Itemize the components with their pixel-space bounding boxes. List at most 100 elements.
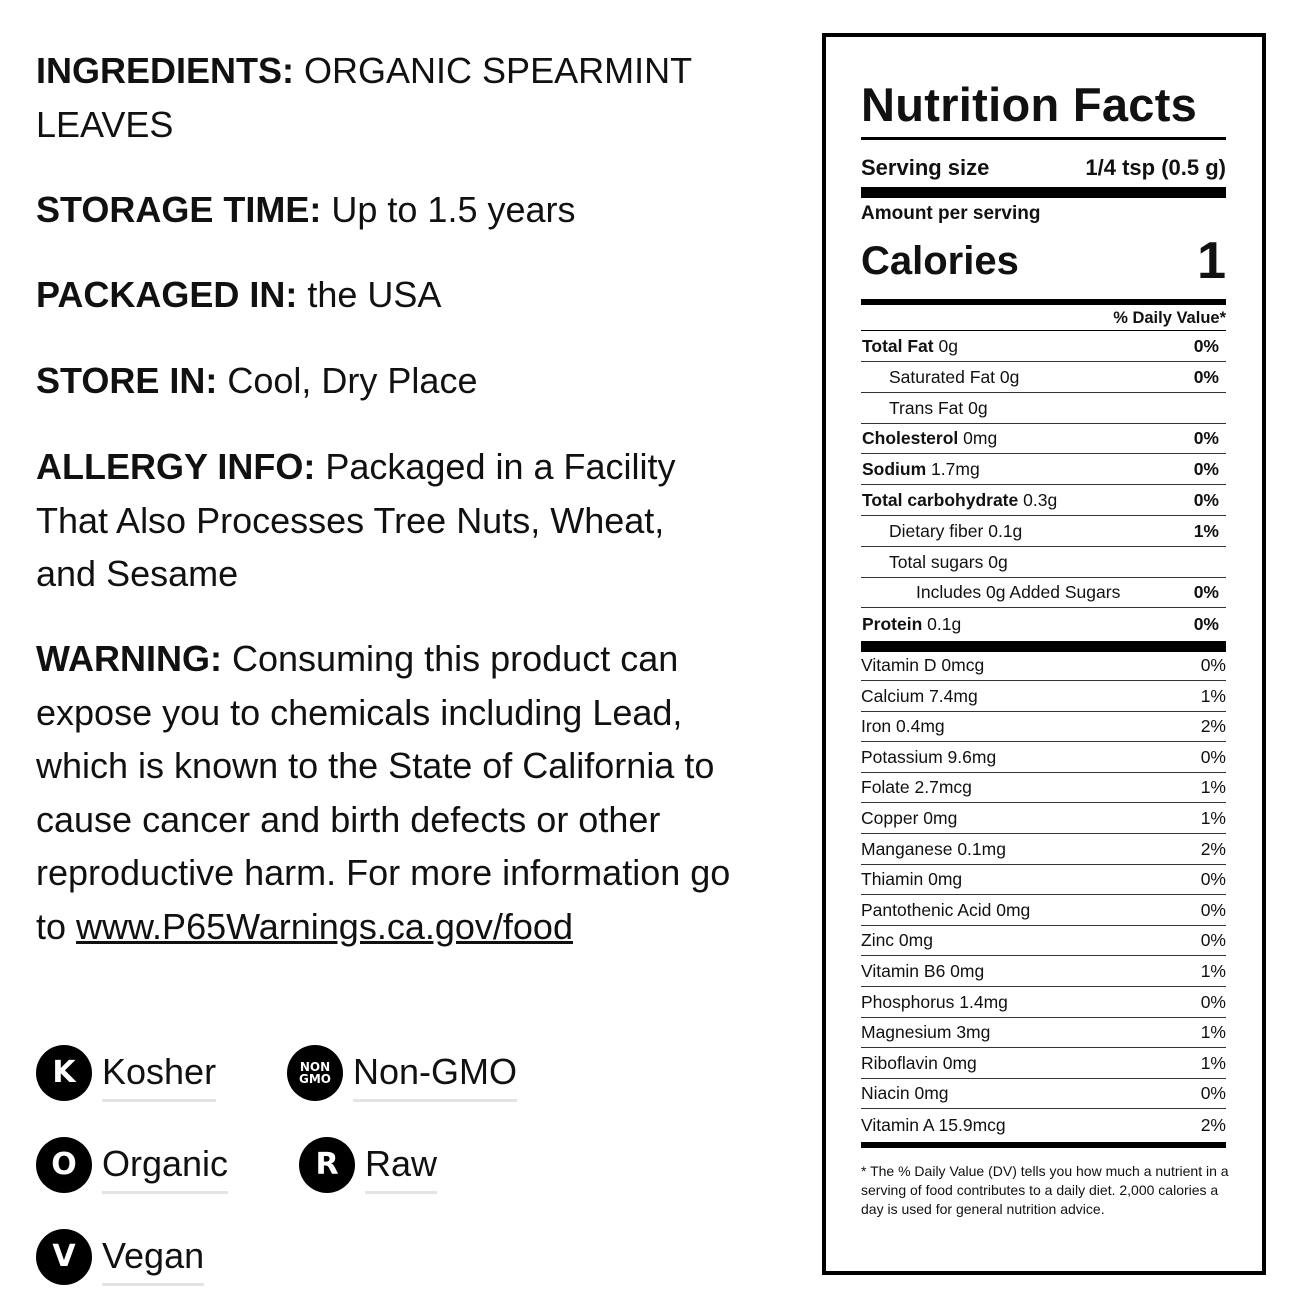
vitamin-row: Folate 2.7mcg 1% [861,773,1226,804]
badge-kosher: K Kosher [36,1043,217,1102]
non-gmo-icon: NON GMO [287,1044,343,1101]
nutrient-dv: 0% [1193,459,1219,480]
nutrient-dv: 1% [1193,520,1219,541]
ingredients: INGREDIENTS: ORGANIC SPEARMINT LEAVES [36,50,692,145]
nutrient-row: Trans Fat 0g [861,394,1226,424]
nutrient-name: Trans Fat [889,397,964,418]
nutrient-name: Total carbohydrate [862,490,1019,510]
vitamin-row: Magnesium 3mg 1% [861,1018,1226,1049]
vitamin-dv: 2% [1200,838,1226,859]
vitamin-name: Phosphorus 1.4mg [861,991,1008,1012]
vitamin-dv: 1% [1200,685,1226,706]
store-in: STORE IN: Cool, Dry Place [36,360,478,401]
nutrient-dv: 0% [1193,613,1219,634]
vitamin-dv: 2% [1200,716,1226,737]
vitamin-dv: 1% [1200,961,1226,981]
nutrient-dv: 0% [1193,428,1219,449]
nutrient-name: Protein [862,613,923,634]
allergy-info: ALLERGY INFO: Packaged in a Facility Tha… [36,446,676,594]
vitamin-dv: 1% [1200,1022,1226,1043]
footnote: * The % Daily Value (DV) tells you how m… [861,1163,1229,1217]
vitamin-name: Riboflavin 0mg [861,1052,977,1073]
nutrient-name: Sodium [862,459,927,480]
vegan-icon: V [36,1228,92,1285]
vitamin-row: Zinc 0mg 0% [861,926,1226,957]
nutrient-row: Protein 0.1g 0% [861,609,1226,639]
divider [861,330,1226,331]
nutrient-row: Includes 0g Added Sugars 0% [861,578,1226,609]
badge-label: Non-GMO [353,1051,518,1102]
nutrient-amount: 0g [988,551,1008,572]
vitamin-name: Vitamin A 15.9mcg [861,1114,1006,1135]
nutrient-dv: 0% [1193,490,1219,510]
amount-per-serving: Amount per serving [861,203,1041,224]
nutrient-amount: 1.7mg [931,459,980,480]
nutrient-row: Saturated Fat 0g 0% [861,363,1226,393]
nutrient-row: Total sugars 0g [861,548,1226,578]
vitamin-row: Niacin 0mg 0% [861,1079,1226,1110]
nutrient-amount: 0g [968,397,988,418]
vitamin-row: Potassium 9.6mg 0% [861,743,1226,773]
p65-link[interactable]: www.P65Warnings.ca.gov/food [76,905,573,947]
nutrition-facts-label: Nutrition Facts Serving size 1/4 tsp (0.5… [822,33,1266,1275]
nutrient-name: Total sugars [889,551,984,572]
vitamin-name: Niacin 0mg [861,1083,949,1104]
badge-label: Vegan [102,1235,205,1286]
vitamin-row: Copper 0mg 1% [861,804,1226,834]
vitamin-dv: 1% [1200,777,1226,798]
vitamin-dv: 1% [1200,808,1226,828]
vitamin-row: Calcium 7.4mg 1% [861,682,1226,712]
nutrient-dv: 0% [1193,366,1219,387]
vitamin-dv: 0% [1200,991,1226,1012]
vitamin-row: Riboflavin 0mg 1% [861,1049,1226,1079]
divider [861,137,1226,140]
vitamin-row: Pantothenic Acid 0mg 0% [861,896,1226,926]
divider [861,299,1226,305]
vitamin-dv: 0% [1200,869,1226,890]
badge-raw: R Raw [299,1135,438,1194]
kosher-icon: K [36,1044,92,1101]
vitamin-name: Zinc 0mg [861,930,933,951]
nutrient-amount: 0.1g [927,613,962,634]
nutrient-dv: 0% [1193,336,1219,356]
vitamin-dv: 0% [1200,746,1226,767]
vitamin-name: Manganese 0.1mg [861,838,1006,859]
vitamin-name: Pantothenic Acid 0mg [861,899,1031,920]
storage-time: STORAGE TIME: Up to 1.5 years [36,189,576,230]
vitamin-name: Vitamin D 0mcg [861,655,985,675]
vitamin-row: Thiamin 0mg 0% [861,865,1226,896]
vitamin-dv: 0% [1200,930,1226,951]
vitamin-row: Phosphorus 1.4mg 0% [861,988,1226,1018]
nutrient-dv: 0% [1193,582,1219,603]
vitamin-name: Folate 2.7mcg [861,777,972,798]
nutrient-amount: 0.3g [1023,490,1058,510]
vitamin-row: Vitamin A 15.9mcg 2% [861,1110,1226,1140]
nutrition-title: Nutrition Facts [861,78,1198,131]
divider [861,1142,1226,1148]
warning: WARNING: Consuming this product can expo… [36,638,731,947]
vitamin-name: Magnesium 3mg [861,1022,991,1043]
daily-value-header: % Daily Value* [1113,309,1226,327]
vitamin-name: Vitamin B6 0mg [861,961,985,981]
organic-icon: O [36,1136,92,1193]
vitamin-dv: 0% [1200,1083,1226,1104]
nutrient-row: Cholesterol 0mg 0% [861,424,1226,455]
calories: Calories 1 [861,232,1226,290]
vitamin-name: Copper 0mg [861,808,958,828]
packaged-in: PACKAGED IN: the USA [36,274,442,315]
badge-non-gmo: NON GMO Non-GMO [287,1043,518,1102]
serving-size: Serving size 1/4 tsp (0.5 g) [861,155,1226,180]
badge-vegan: V Vegan [36,1227,205,1286]
nutrient-row: Total Fat 0g 0% [861,332,1226,362]
nutrient-name: Total Fat [862,336,934,356]
vitamin-row: Vitamin B6 0mg 1% [861,957,1226,987]
divider [861,187,1226,198]
badge-organic: O Organic [36,1135,229,1194]
vitamin-dv: 1% [1200,1052,1226,1073]
nutrient-row: Sodium 1.7mg 0% [861,455,1226,486]
vitamin-name: Potassium 9.6mg [861,746,997,767]
nutrient-amount: 0mg [963,428,998,449]
vitamin-name: Iron 0.4mg [861,716,945,737]
vitamin-row: Vitamin D 0mcg 0% [861,651,1226,681]
raw-icon: R [299,1136,355,1193]
